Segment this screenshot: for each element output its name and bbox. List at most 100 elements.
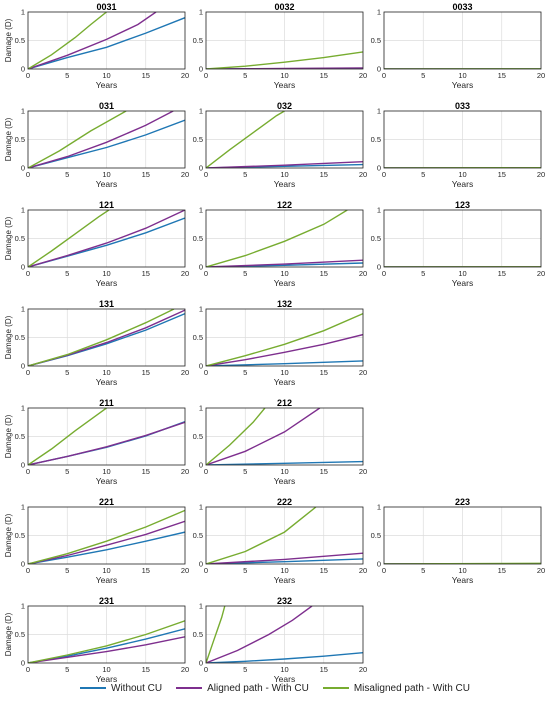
- legend: Without CU Aligned path - With CU Misali…: [0, 678, 550, 698]
- panel-0031-xtick-20: 20: [181, 71, 189, 80]
- legend-item-without-cu: Without CU: [80, 683, 162, 694]
- panel-032: 0 5 10 15 20 0 0.5 1 032 Years: [193, 101, 368, 189]
- panel-223-frame: [383, 506, 542, 565]
- panel-122-xtick-20: 20: [359, 269, 367, 278]
- panel-131-xtick-10: 10: [102, 368, 110, 377]
- panel-211-series-misaligned: [28, 408, 107, 465]
- panel-221-xtick-5: 5: [65, 566, 69, 575]
- panel-032-ytick-0: 0: [199, 164, 203, 173]
- panel-0033: 0 5 10 15 20 0 0.5 1 0033 Years: [371, 2, 546, 90]
- panel-033: 0 5 10 15 20 0 0.5 1 033 Years: [371, 101, 546, 189]
- panel-232-series-without-cu: [206, 652, 363, 663]
- panel-132-series-misaligned: [206, 312, 363, 366]
- panel-223-title: 223: [455, 497, 470, 507]
- panel-122-frame: [205, 209, 364, 268]
- panel-121-ytick-0: 0: [21, 263, 25, 272]
- panel-221: 0 5 10 15 20 0 0.5 1 221 Years Damage (D): [4, 497, 189, 585]
- panel-122-xlabel: Years: [274, 278, 295, 288]
- panel-131-ytick-0: 0: [21, 362, 25, 371]
- legend-item-misaligned: Misaligned path - With CU: [322, 682, 470, 694]
- panel-223-ytick-0.5: 0.5: [371, 531, 381, 540]
- panel-223-xtick-20: 20: [537, 566, 545, 575]
- panel-221-xtick-0: 0: [26, 566, 30, 575]
- panel-211-frame: [27, 407, 186, 466]
- panel-221-xtick-20: 20: [181, 566, 189, 575]
- panel-0031-title: 0031: [96, 2, 116, 12]
- panel-223-ytick-1: 1: [377, 503, 381, 512]
- panel-031-xlabel: Years: [96, 179, 117, 189]
- legend-item-aligned: Aligned path - With CU: [176, 683, 309, 694]
- panel-033-title: 033: [455, 101, 470, 111]
- panel-0031-ytick-0: 0: [21, 65, 25, 74]
- panel-032-xtick-10: 10: [280, 170, 288, 179]
- panel-223-xlabel: Years: [452, 575, 473, 585]
- legend-swatch-misaligned: [322, 687, 349, 689]
- panel-032-series-misaligned: [206, 111, 285, 168]
- panel-122-series-aligned: [206, 259, 363, 267]
- panel-031-ytick-0.5: 0.5: [15, 135, 25, 144]
- panel-033-xtick-10: 10: [458, 170, 466, 179]
- panel-032-series-aligned: [206, 161, 363, 168]
- panel-122-ytick-0.5: 0.5: [193, 234, 203, 243]
- panel-0033-xtick-0: 0: [382, 71, 386, 80]
- panel-221-ytick-0: 0: [21, 560, 25, 569]
- panel-031-series-aligned: [28, 111, 174, 168]
- panel-121-xtick-5: 5: [65, 269, 69, 278]
- panel-223: 0 5 10 15 20 0 0.5 1 223 Years: [371, 497, 546, 585]
- panel-232-ytick-1: 1: [199, 602, 203, 611]
- panel-231-xtick-15: 15: [142, 665, 150, 674]
- panel-212-ytick-0.5: 0.5: [193, 432, 203, 441]
- panel-211-xtick-0: 0: [26, 467, 30, 476]
- panel-232: 0 5 10 15 20 0 0.5 1 232 Years: [193, 596, 368, 684]
- panel-033-xtick-5: 5: [421, 170, 425, 179]
- panel-0032-title: 0032: [274, 2, 294, 12]
- panel-221-series-without-cu: [28, 531, 185, 564]
- panel-121-title: 121: [99, 200, 114, 210]
- panel-212-xlabel: Years: [274, 476, 295, 486]
- panel-222-xtick-5: 5: [243, 566, 247, 575]
- panel-131-title: 131: [99, 299, 114, 309]
- panel-032-ytick-1: 1: [199, 107, 203, 116]
- legend-label-aligned: Aligned path - With CU: [207, 682, 309, 694]
- panel-032-xtick-15: 15: [320, 170, 328, 179]
- panel-132: 0 5 10 15 20 0 0.5 1 132 Years: [193, 299, 368, 387]
- panel-132-ytick-0: 0: [199, 362, 203, 371]
- panel-0033-title: 0033: [452, 2, 472, 12]
- panel-031-xtick-10: 10: [102, 170, 110, 179]
- panel-123-title: 123: [455, 200, 470, 210]
- panel-232-xtick-10: 10: [280, 665, 288, 674]
- panel-121-ytick-0.5: 0.5: [15, 234, 25, 243]
- panel-211-xtick-5: 5: [65, 467, 69, 476]
- panel-231-ylabel: Damage (D): [4, 612, 13, 656]
- panel-212-ytick-1: 1: [199, 404, 203, 413]
- legend-label-misaligned: Misaligned path - With CU: [353, 682, 470, 694]
- panel-231-xtick-10: 10: [102, 665, 110, 674]
- panel-0032-xtick-20: 20: [359, 71, 367, 80]
- panel-232-series-misaligned: [206, 606, 226, 663]
- panel-131-frame: [27, 308, 186, 367]
- panel-222-ytick-0.5: 0.5: [193, 531, 203, 540]
- panel-132-xlabel: Years: [274, 377, 295, 387]
- panel-222-xtick-0: 0: [204, 566, 208, 575]
- panel-0031-ytick-1: 1: [21, 8, 25, 17]
- panel-221-ytick-0.5: 0.5: [15, 531, 25, 540]
- panel-132-ytick-1: 1: [199, 305, 203, 314]
- panel-211-ytick-0.5: 0.5: [15, 432, 25, 441]
- panel-031-xtick-15: 15: [142, 170, 150, 179]
- panel-032-ytick-0.5: 0.5: [193, 135, 203, 144]
- panel-123-ytick-1: 1: [377, 206, 381, 215]
- panel-231-ytick-1: 1: [21, 602, 25, 611]
- panel-033-ytick-1: 1: [377, 107, 381, 116]
- panel-121: 0 5 10 15 20 0 0.5 1 121 Years Damage (D): [4, 200, 189, 288]
- panel-0033-xtick-5: 5: [421, 71, 425, 80]
- panel-031-xtick-0: 0: [26, 170, 30, 179]
- panel-0033-frame: [383, 11, 542, 70]
- panel-222-xtick-15: 15: [320, 566, 328, 575]
- panel-122-ytick-1: 1: [199, 206, 203, 215]
- panel-121-xtick-0: 0: [26, 269, 30, 278]
- panel-222-xtick-20: 20: [359, 566, 367, 575]
- panel-132-title: 132: [277, 299, 292, 309]
- panel-222-series-without-cu: [206, 558, 363, 564]
- panel-223-ytick-0: 0: [377, 560, 381, 569]
- panel-232-xtick-5: 5: [243, 665, 247, 674]
